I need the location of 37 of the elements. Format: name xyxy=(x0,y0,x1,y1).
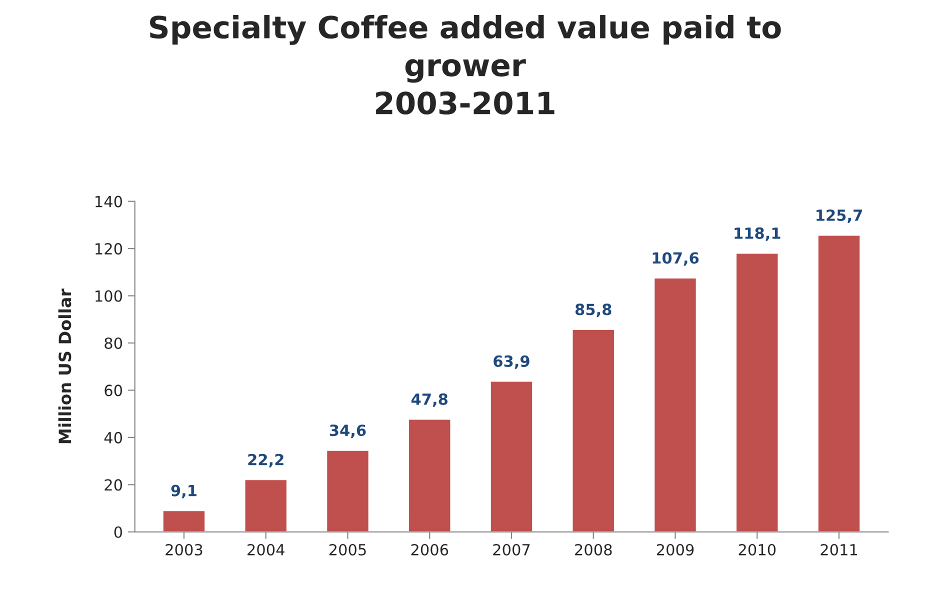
chart-title: Specialty Coffee added value paid to grower 2003-2011 xyxy=(150,15,781,115)
y-axis-title: Million US Dollar xyxy=(58,288,72,444)
bar xyxy=(244,478,288,532)
y-tick-label: 80 xyxy=(104,337,122,350)
data-label: 107,6 xyxy=(652,252,699,266)
x-tick-label: 2011 xyxy=(820,544,858,556)
bar xyxy=(735,252,780,532)
x-tick-label: 2007 xyxy=(493,544,530,556)
bar xyxy=(817,234,862,532)
data-label: 63,9 xyxy=(494,355,530,369)
y-tick-label: 0 xyxy=(114,526,122,538)
y-tick-label: 120 xyxy=(96,243,122,255)
x-tick-label: 2008 xyxy=(575,544,612,556)
bar xyxy=(653,277,698,532)
bar xyxy=(162,510,206,532)
x-tick-label: 2009 xyxy=(656,544,694,556)
data-label: 9,1 xyxy=(171,484,196,498)
y-tick-label: 100 xyxy=(96,290,122,302)
y-tick-label: 40 xyxy=(104,432,122,444)
y-tick-label: 60 xyxy=(104,384,122,396)
x-tick-label: 2004 xyxy=(248,544,284,556)
bar xyxy=(408,418,452,532)
data-label: 118,1 xyxy=(734,227,780,241)
y-tick-label: 20 xyxy=(104,479,122,491)
data-label: 85,8 xyxy=(575,304,612,318)
data-label: 47,8 xyxy=(411,393,448,407)
data-label: 125,7 xyxy=(816,209,862,223)
x-tick-label: 2005 xyxy=(329,544,366,556)
bar xyxy=(571,328,616,532)
x-tick-label: 2010 xyxy=(738,544,776,556)
bar xyxy=(490,380,534,532)
data-label: 22,2 xyxy=(248,454,284,468)
y-tick-label: 140 xyxy=(96,196,122,208)
x-tick-label: 2003 xyxy=(166,544,202,556)
x-tick-label: 2006 xyxy=(411,544,448,556)
bar xyxy=(326,449,370,532)
data-label: 34,6 xyxy=(330,424,366,438)
